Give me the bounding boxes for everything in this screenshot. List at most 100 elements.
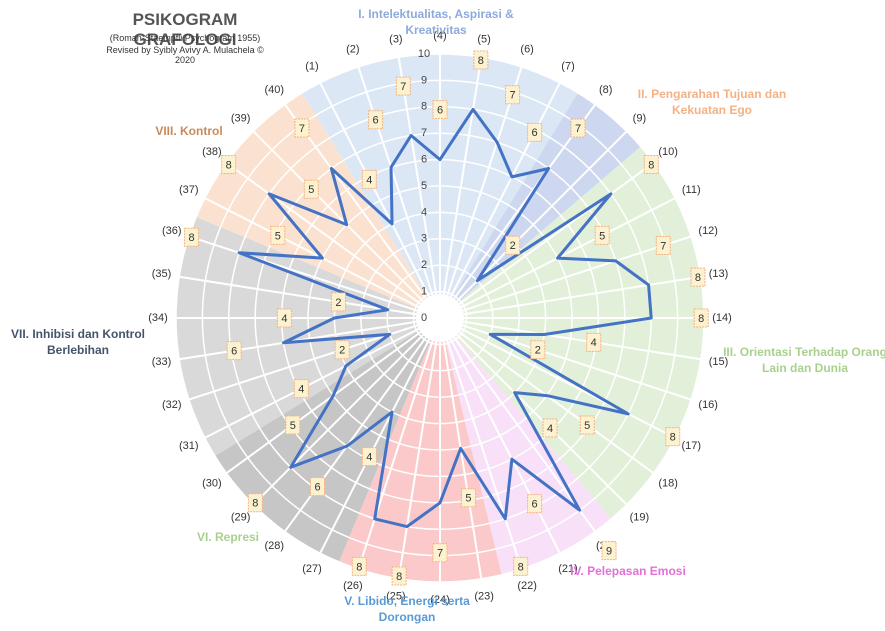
category-label: (1) [305,61,318,73]
category-label: (34) [148,312,168,324]
data-label: 7 [437,548,443,560]
data-label: 5 [308,184,314,196]
label-box [527,122,543,142]
group-label: VIII. Kontrol [155,124,223,138]
category-label: (27) [302,563,322,575]
category-label: (11) [682,184,701,196]
label-box [391,566,407,586]
spoke [463,275,701,316]
spoke [319,338,430,554]
group-label: VI. Represi [196,530,260,544]
category-label: (10) [658,146,678,158]
spoke [460,197,676,308]
spoke [284,336,427,533]
spoke [450,82,561,298]
category-label: (33) [152,356,172,368]
r-tick-label: 4 [421,206,427,218]
data-label: 7 [299,123,305,135]
category-label: (16) [698,399,718,411]
label-box [527,494,543,514]
category-label: (17) [681,440,701,452]
data-label: 7 [660,240,666,252]
label-box [226,341,242,361]
group-label: IV. Pelepasan Emosi [570,564,686,578]
r-tick-label: 3 [421,233,427,245]
center-hole [416,294,464,342]
category-label: (6) [520,44,533,56]
data-label: 8 [252,498,258,510]
label-box [432,543,448,563]
label-box [395,76,411,96]
data-label: 6 [532,127,538,139]
label-box [473,50,489,70]
group-label: VII. Inhibisi dan Kontrol Berlebihan [11,327,145,357]
category-label: (32) [162,399,182,411]
group-label: I. Intelektualitas, Aspirasi & Kreativit… [358,7,514,37]
spoke [442,341,483,579]
r-tick-label: 5 [421,180,427,192]
category-label: (14) [712,312,732,324]
data-label: 2 [339,345,345,357]
label-box [270,225,286,245]
label-box [293,379,309,399]
spoke [397,341,438,579]
label-box [643,154,659,174]
data-label: 2 [510,240,516,252]
spoke [225,331,422,474]
label-box [276,308,292,328]
spoke [460,328,676,439]
label-box [432,100,448,120]
group-sector [440,146,705,519]
r-tick-label: 0 [421,312,427,324]
category-label: (18) [658,478,678,490]
group-sector [196,92,440,318]
label-box [361,447,377,467]
label-box [330,292,346,312]
credit: Revised by Syibly Avivy A. Mulachela © 2… [106,45,264,65]
data-label: 6 [437,105,443,117]
category-label: (21) [558,563,578,575]
label-box [570,118,586,138]
data-label: 7 [575,123,581,135]
spoke [397,57,438,295]
spoke [456,130,628,302]
label-box [285,415,301,435]
category-label: (22) [517,580,537,592]
data-label: 6 [532,499,538,511]
data-label: 8 [670,431,676,443]
label-box [665,427,681,447]
category-label: (29) [231,511,251,523]
spoke [179,275,417,316]
category-label: (5) [477,33,490,45]
category-label: (2) [346,44,359,56]
label-box [586,332,602,352]
category-label: (24) [430,594,450,606]
data-label: 4 [366,174,372,186]
data-label: 8 [189,232,195,244]
data-label: 5 [290,420,296,432]
category-label: (19) [630,511,650,523]
spoke [462,235,692,312]
r-tick-label: 6 [421,154,427,166]
data-label: 4 [591,337,597,349]
label-box [693,308,709,328]
spoke [357,340,434,570]
data-label: 6 [314,482,320,494]
spoke [442,57,483,295]
data-label: 8 [478,55,484,67]
spoke [453,336,596,533]
data-line [237,107,653,529]
data-label: 9 [606,546,612,558]
data-label: 7 [509,90,515,102]
r-tick-label: 7 [421,127,427,139]
data-label: 8 [698,313,704,325]
category-label: (38) [202,146,222,158]
category-label: (35) [152,268,172,280]
data-label: 4 [366,452,372,464]
group-label: II. Pengarahan Tujuan dan Kekuatan Ego [637,87,787,117]
data-label: 8 [518,561,524,573]
data-label: 8 [226,159,232,171]
data-label: 5 [599,230,605,242]
spoke [446,340,523,570]
